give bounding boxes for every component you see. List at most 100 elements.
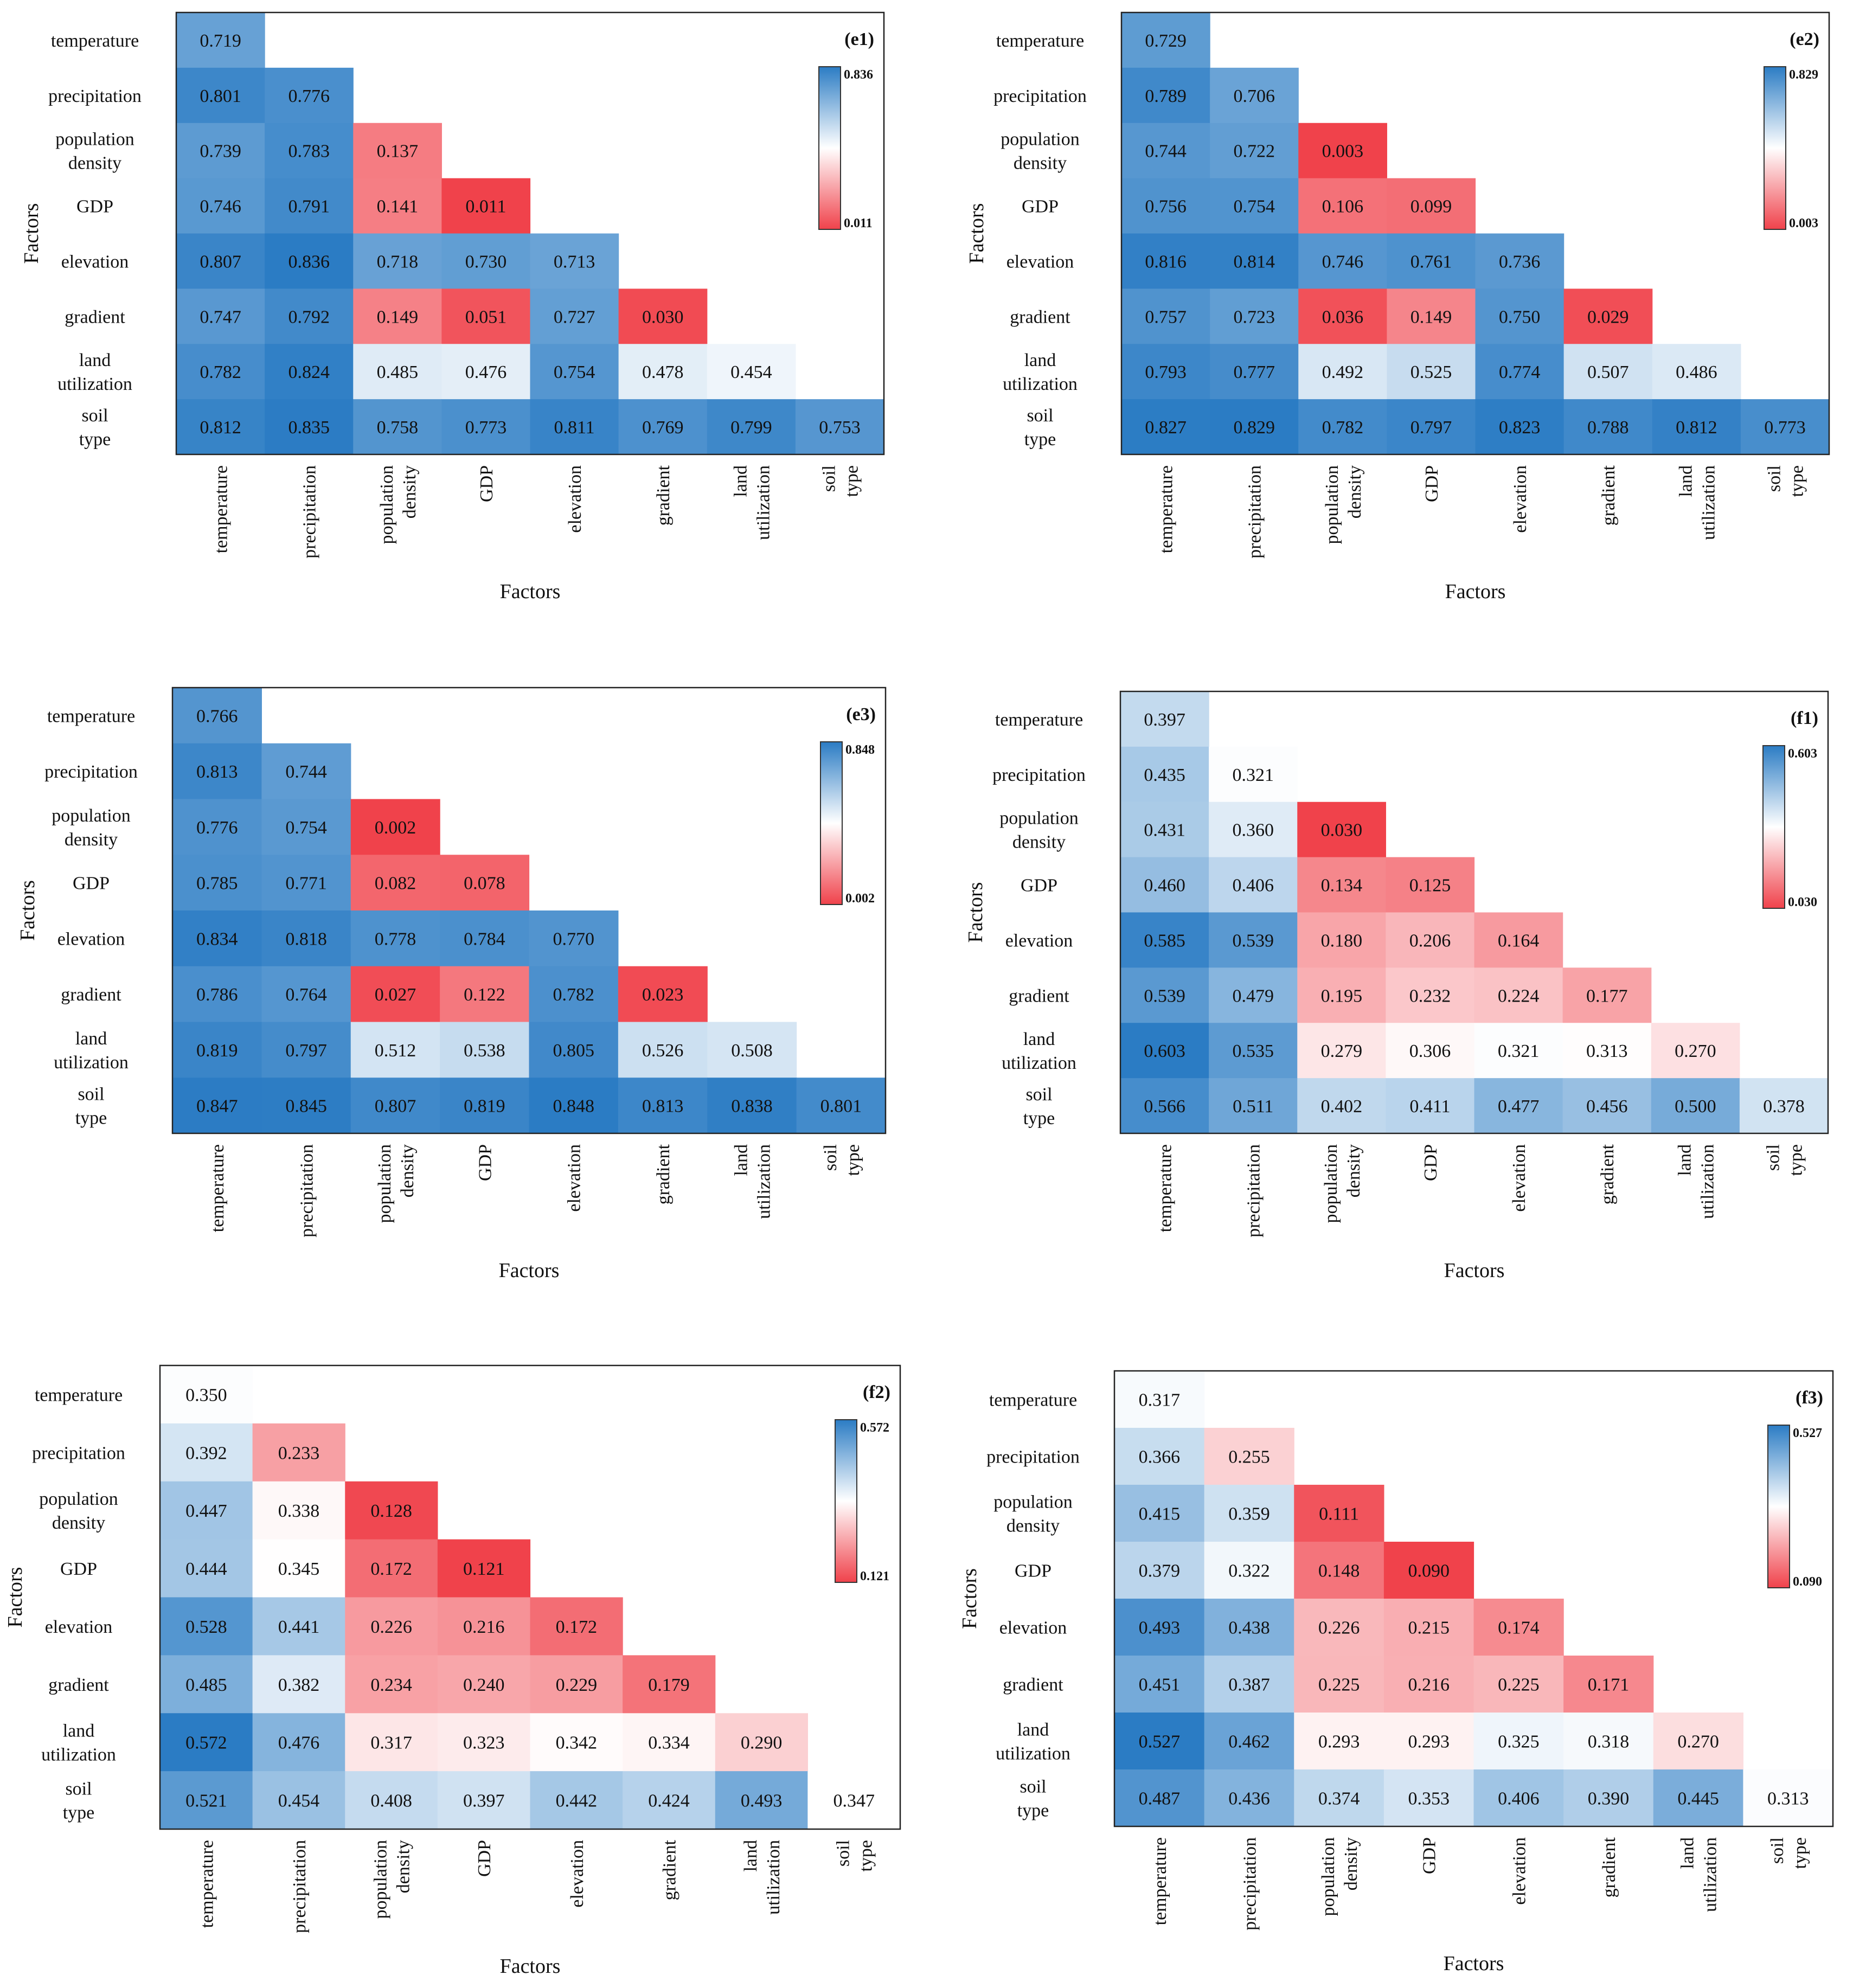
cell-value-label: 0.753 xyxy=(819,418,861,438)
heatmap-cell xyxy=(1474,912,1563,968)
cell-value-label: 0.706 xyxy=(1233,86,1275,106)
heatmap-cell xyxy=(1474,1078,1563,1134)
cell-value-label: 0.338 xyxy=(278,1501,320,1521)
cell-value-label: 0.789 xyxy=(1145,86,1187,106)
heatmap-cell xyxy=(265,67,354,124)
cell-value-label: 0.435 xyxy=(1144,765,1185,785)
heatmap-cell xyxy=(529,1078,619,1134)
cell-value-label: 0.784 xyxy=(464,929,505,949)
x-tick-label: population xyxy=(371,1840,391,1919)
cell-value-label: 0.255 xyxy=(1228,1447,1270,1467)
cell-value-label: 0.493 xyxy=(1139,1618,1181,1638)
cell-value-label: 0.415 xyxy=(1139,1504,1181,1524)
cell-value-label: 0.493 xyxy=(741,1791,783,1811)
y-tick-label: type xyxy=(79,429,111,450)
heatmap-cell xyxy=(350,799,440,855)
cell-value-label: 0.229 xyxy=(556,1675,598,1695)
cell-value-label: 0.527 xyxy=(1139,1732,1181,1752)
cell-value-label: 0.835 xyxy=(288,418,330,438)
y-tick-label: land xyxy=(75,1029,107,1049)
heatmap-cell xyxy=(261,855,351,911)
heatmap-cell xyxy=(1739,1078,1829,1134)
heatmap-cell xyxy=(1474,1023,1563,1079)
cell-value-label: 0.345 xyxy=(278,1559,320,1579)
y-tick-label: utilization xyxy=(41,1745,116,1765)
heatmap-cell xyxy=(176,67,265,124)
cell-value-label: 0.785 xyxy=(196,874,238,894)
heatmap-cell xyxy=(1563,344,1653,400)
cell-value-label: 0.442 xyxy=(556,1791,598,1811)
y-tick-label: soil xyxy=(78,1085,104,1105)
heatmap-cell xyxy=(1298,178,1387,234)
cell-value-label: 0.761 xyxy=(1410,252,1452,272)
plot-frame xyxy=(1120,11,1830,456)
cell-value-label: 0.539 xyxy=(1232,931,1274,951)
x-tick-label: population xyxy=(377,465,397,544)
cell-value-label: 0.128 xyxy=(370,1501,412,1521)
cell-value-label: 0.270 xyxy=(1677,1732,1719,1752)
heatmap-cell xyxy=(350,1022,440,1078)
y-tick-label: soil xyxy=(1025,1085,1052,1105)
heatmap-cell xyxy=(618,966,708,1023)
x-tick-label: utilization xyxy=(764,1840,784,1915)
x-tick-label: GDP xyxy=(475,1144,495,1181)
heatmap-cell xyxy=(1114,1656,1205,1713)
heatmap-cell xyxy=(353,344,442,400)
colorbar-min-label: 0.003 xyxy=(1789,216,1818,230)
y-tick-label: precipitation xyxy=(993,86,1087,106)
heatmap-cell xyxy=(1652,399,1741,455)
cell-value-label: 0.816 xyxy=(1145,252,1187,272)
heatmap-cell xyxy=(1294,1599,1384,1656)
heatmap-cell xyxy=(437,1597,531,1656)
cell-value-label: 0.347 xyxy=(833,1791,875,1811)
cell-value-label: 0.099 xyxy=(1410,197,1452,217)
heatmap-cell xyxy=(172,910,262,967)
x-tick-label: density xyxy=(1341,1837,1361,1890)
cell-value-label: 0.776 xyxy=(288,86,330,106)
y-tick-label: temperature xyxy=(995,710,1083,730)
cell-value-label: 0.836 xyxy=(288,252,330,272)
cell-value-label: 0.279 xyxy=(1321,1041,1363,1061)
y-tick-label: utilization xyxy=(1003,374,1078,394)
heatmap-cell xyxy=(1114,1713,1205,1770)
cell-value-label: 0.402 xyxy=(1321,1096,1363,1117)
x-tick-label: precipitation xyxy=(1240,1837,1260,1931)
plot-frame xyxy=(159,1364,901,1830)
y-tick-label: gradient xyxy=(1003,1675,1063,1695)
cell-value-label: 0.317 xyxy=(1139,1390,1181,1410)
panel-label: (e1) xyxy=(844,29,874,49)
heatmap-cell xyxy=(350,910,440,967)
heatmap-cell xyxy=(176,12,265,68)
cell-value-label: 0.334 xyxy=(648,1733,690,1753)
heatmap-panel-2: 0.729 0.789 0.706 0.744 0.722 0.003 0.756 0.754… xyxy=(965,11,1830,603)
x-tick-label: precipitation xyxy=(300,465,320,559)
colorbar-min-label: 0.002 xyxy=(845,892,875,906)
cell-value-label: 0.462 xyxy=(1228,1732,1270,1752)
cell-value-label: 0.819 xyxy=(464,1096,505,1117)
x-tick-label: density xyxy=(394,1840,414,1893)
cell-value-label: 0.746 xyxy=(1322,252,1364,272)
heatmap-cell xyxy=(1387,233,1476,289)
heatmap-cell xyxy=(1114,1371,1205,1428)
cell-value-label: 0.782 xyxy=(553,985,594,1005)
cell-value-label: 0.525 xyxy=(1410,362,1452,382)
heatmap-cell xyxy=(160,1365,253,1424)
heatmap-cell xyxy=(441,233,531,289)
heatmap-cell xyxy=(1475,288,1565,344)
heatmap-cell xyxy=(796,1078,886,1134)
x-axis-title: Factors xyxy=(1445,580,1506,603)
cell-value-label: 0.777 xyxy=(1233,362,1275,382)
cell-value-label: 0.177 xyxy=(1586,986,1628,1006)
cell-value-label: 0.838 xyxy=(731,1096,773,1117)
heatmap-cell xyxy=(1120,1023,1209,1079)
heatmap-cell xyxy=(1383,1656,1474,1713)
cell-value-label: 0.051 xyxy=(465,307,507,327)
heatmap-cell xyxy=(440,966,530,1023)
x-tick-label: elevation xyxy=(567,1840,587,1908)
heatmap-cell xyxy=(172,1078,262,1134)
plot-frame xyxy=(1119,690,1829,1134)
heatmap-cell xyxy=(437,1771,531,1830)
cell-value-label: 0.769 xyxy=(642,418,684,438)
cell-value-label: 0.360 xyxy=(1232,820,1274,841)
y-tick-label: population xyxy=(999,809,1078,829)
